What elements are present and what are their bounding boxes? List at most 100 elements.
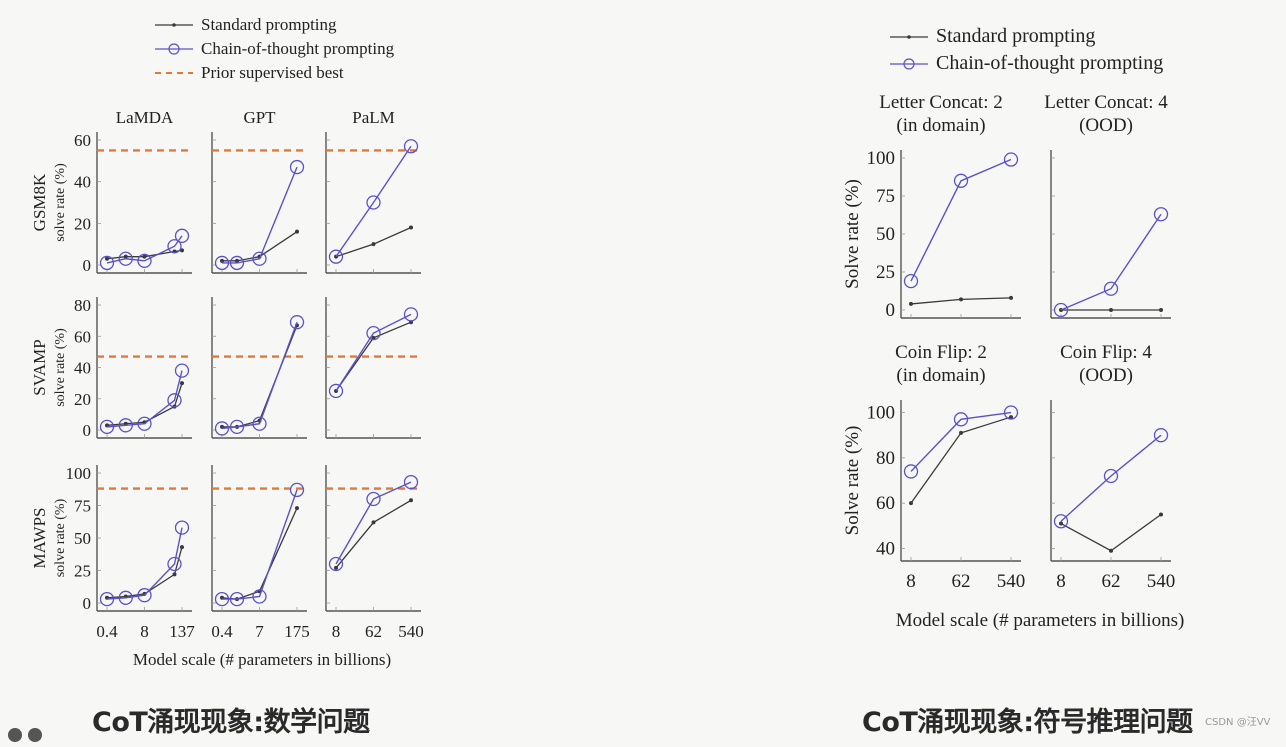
- column-title: PaLM: [352, 108, 395, 127]
- legend-label: Prior supervised best: [201, 63, 344, 82]
- standard-line: [910, 416, 1012, 504]
- y-tick-label: 60: [876, 493, 895, 514]
- y-tick-label: 25: [876, 262, 895, 283]
- standard-line: [222, 231, 298, 262]
- y-tick-label: 60: [74, 327, 91, 346]
- math-chart: Standard prompting Chain-of-thought promp…: [30, 15, 424, 669]
- subplot: [325, 297, 421, 439]
- slide-controls: [8, 728, 48, 747]
- watermark: CSDN @汪VV: [1205, 717, 1271, 728]
- y-tick-label: 20: [74, 214, 91, 233]
- y-tick-label: 0: [83, 594, 92, 613]
- x-tick-label: 540: [398, 622, 424, 641]
- row-label: SVAMP: [30, 339, 49, 395]
- legend-item: Chain-of-thought prompting: [890, 52, 1163, 74]
- subplot: 8 62 540: [325, 465, 424, 641]
- column-title: GPT: [243, 108, 276, 127]
- subplot: 8 62 540: [1050, 400, 1176, 592]
- legend-item: Standard prompting: [890, 25, 1095, 47]
- y-axis-label: Solve rate (%): [842, 179, 863, 289]
- column-title: LaMDA: [116, 108, 174, 127]
- cot-line: [335, 313, 412, 392]
- y-tick-label: 50: [74, 529, 91, 548]
- x-tick-label: 0.4: [96, 622, 118, 641]
- caption-math: CoT涌现现象:数学问题: [92, 707, 370, 738]
- subplot-subtitle: (in domain): [896, 365, 985, 386]
- y-tick-label: 60: [74, 131, 91, 150]
- y-tick-label: 40: [74, 173, 91, 192]
- y-tick-label: 0: [886, 300, 896, 321]
- legend-label: Standard prompting: [936, 25, 1095, 47]
- x-tick-label: 62: [952, 571, 971, 592]
- subplot-title: Coin Flip: 2: [895, 342, 987, 363]
- subplot-title: Coin Flip: 4: [1060, 342, 1152, 363]
- standard-line: [335, 499, 412, 569]
- x-tick-label: 175: [284, 622, 310, 641]
- x-tick-label: 540: [1147, 571, 1176, 592]
- x-tick-label: 8: [1056, 571, 1066, 592]
- subplot-title: Letter Concat: 4: [1044, 92, 1168, 113]
- x-tick-label: 62: [1102, 571, 1121, 592]
- cot-line: [335, 145, 412, 258]
- y-tick-label: 100: [66, 464, 92, 483]
- x-tick-label: 8: [140, 622, 149, 641]
- x-tick-label: 62: [365, 622, 382, 641]
- row-label: GSM8K: [30, 173, 49, 231]
- legend-label: Chain-of-thought prompting: [936, 52, 1163, 74]
- cot-line: [1060, 434, 1162, 522]
- y-tick-label: 100: [867, 148, 896, 169]
- dot-icon: [8, 728, 22, 742]
- cot-line: [106, 235, 183, 264]
- standard-line: [222, 325, 298, 428]
- subplot: [325, 132, 421, 274]
- cot-line: [106, 370, 183, 428]
- subplot: [211, 132, 307, 274]
- cot-line: [910, 158, 1012, 282]
- standard-line: [106, 546, 183, 599]
- y-tick-label: 25: [74, 562, 91, 581]
- standard-line: [106, 382, 183, 426]
- y-tick-label: 0: [83, 421, 92, 440]
- y-tick-label: 80: [876, 448, 895, 469]
- legend-item: Chain-of-thought prompting: [155, 39, 395, 58]
- subplot: 0 20 40 60: [74, 131, 192, 275]
- x-axis-label: Model scale (# parameters in billions): [133, 650, 391, 669]
- y-axis-label: solve rate (%): [53, 163, 68, 242]
- subplot-subtitle: (OOD): [1079, 365, 1133, 386]
- x-tick-label: 540: [997, 571, 1026, 592]
- y-tick-label: 40: [876, 538, 895, 559]
- subplot-subtitle: (OOD): [1079, 115, 1133, 136]
- subplot: 0.4 7 175: [211, 465, 310, 641]
- cot-line: [335, 481, 412, 565]
- standard-line: [1060, 513, 1162, 552]
- x-tick-label: 8: [332, 622, 341, 641]
- y-tick-label: 100: [867, 403, 896, 424]
- subplot: [211, 297, 307, 439]
- subplot-subtitle: (in domain): [896, 115, 985, 136]
- y-tick-label: 50: [876, 224, 895, 245]
- legend-label: Standard prompting: [201, 15, 337, 34]
- row-label: MAWPS: [30, 508, 49, 569]
- legend-item: Standard prompting: [155, 15, 337, 34]
- subplot-title: Letter Concat: 2: [879, 92, 1002, 113]
- y-axis-label: solve rate (%): [53, 498, 68, 577]
- x-axis-label: Model scale (# parameters in billions): [896, 610, 1185, 631]
- x-tick-label: 0.4: [211, 622, 233, 641]
- subplot: [1050, 150, 1171, 319]
- legend-item: Prior supervised best: [155, 63, 344, 82]
- y-tick-label: 75: [876, 186, 895, 207]
- y-tick-label: 80: [74, 296, 91, 315]
- y-tick-label: 0: [83, 256, 92, 275]
- x-tick-label: 137: [169, 622, 195, 641]
- caption-symbolic: CoT涌现现象:符号推理问题: [862, 707, 1193, 738]
- subplot: 0 25 50 75 100 0.4 8 137: [66, 464, 196, 641]
- cot-line: [222, 166, 298, 264]
- standard-line: [335, 226, 412, 258]
- symbolic-chart: Standard prompting Chain-of-thought promp…: [842, 25, 1185, 631]
- y-tick-label: 75: [74, 497, 91, 516]
- y-axis-label: Solve rate (%): [842, 426, 863, 536]
- subplot: 40 60 80 100 8 62 540: [867, 400, 1026, 592]
- dot-icon: [28, 728, 42, 742]
- x-tick-label: 8: [906, 571, 916, 592]
